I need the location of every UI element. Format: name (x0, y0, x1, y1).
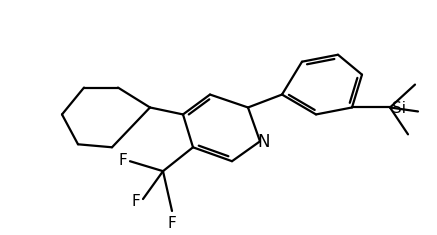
Text: F: F (118, 153, 127, 168)
Text: Si: Si (392, 101, 406, 116)
Text: F: F (168, 216, 177, 231)
Text: N: N (258, 133, 270, 151)
Text: F: F (131, 193, 140, 208)
